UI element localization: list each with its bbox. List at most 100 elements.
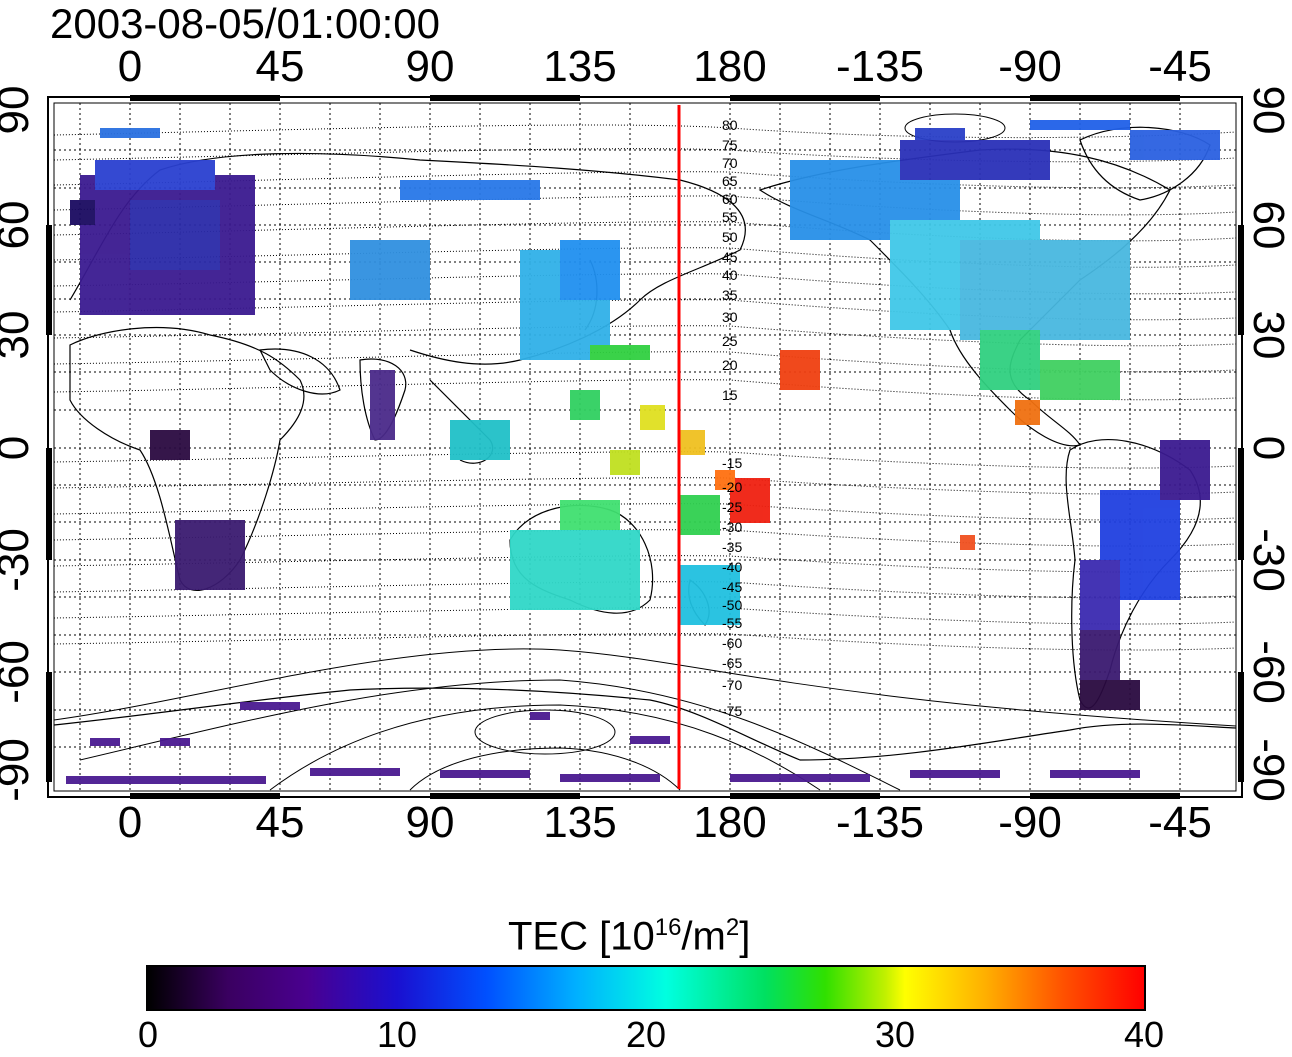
tec-patch	[150, 430, 190, 460]
tec-patch	[560, 500, 620, 530]
lon-tick: -45	[1148, 42, 1212, 91]
lon-tick: 0	[117, 798, 143, 847]
contour-label: -70	[722, 677, 742, 693]
tec-patch	[570, 390, 600, 420]
tec-patch	[980, 330, 1040, 390]
map-title: 2003-08-05/01:00:00	[50, 0, 440, 47]
bottom-longitude-axis: 0 45 90 135 180 -135 -90 -45	[0, 798, 1292, 848]
contour-label: -40	[722, 559, 742, 575]
tec-patch	[910, 770, 1000, 778]
lon-tick: 135	[543, 798, 617, 847]
tec-patch	[610, 450, 640, 475]
lon-tick: -45	[1148, 798, 1212, 847]
top-longitude-axis: 0 45 90 135 180 -135 -90 -45	[0, 42, 1292, 92]
tec-patch	[1160, 440, 1210, 500]
tec-patch	[960, 240, 1130, 340]
frame-bar	[1238, 225, 1244, 335]
contour-label: -20	[722, 479, 742, 495]
tec-patch	[530, 712, 550, 720]
tec-patch	[730, 774, 870, 782]
tec-patch	[1030, 120, 1130, 130]
lon-tick: -135	[835, 42, 925, 91]
frame-bar	[1030, 95, 1180, 101]
colorbar-tick: 30	[874, 1014, 916, 1055]
tec-patch	[100, 128, 160, 138]
colorbar-title: TEC [1016/m2]	[508, 914, 751, 959]
tec-patch	[400, 180, 540, 200]
lon-tick: 0	[117, 42, 143, 91]
contour-label: 20	[722, 357, 738, 373]
lon-tick: -135	[835, 798, 925, 847]
tec-patch	[90, 738, 120, 746]
tec-patch	[450, 420, 510, 460]
contour-label: 55	[722, 209, 738, 225]
tec-patch	[240, 702, 300, 710]
magnetic-contours	[53, 124, 1237, 651]
tec-patch	[900, 140, 1050, 180]
tec-patch-australia	[510, 530, 640, 610]
tec-patch	[1015, 400, 1040, 425]
frame-bar	[46, 225, 52, 335]
tec-patch	[130, 200, 220, 270]
frame-bar	[1238, 672, 1244, 782]
tec-patch-new-zealand	[680, 565, 740, 625]
tec-patch	[160, 738, 190, 746]
colorbar-tick: 0	[137, 1014, 159, 1055]
contour-labels: 80 75 70 65 60 55 50 45 40 35 30 25 20 1…	[722, 117, 742, 719]
frame-bar	[430, 793, 580, 799]
tec-patch	[680, 495, 720, 535]
tec-patch	[310, 768, 400, 776]
contour-label: -65	[722, 655, 742, 671]
contour-label: 15	[722, 387, 738, 403]
contour-label: 65	[722, 173, 738, 189]
lon-tick: 180	[693, 42, 767, 91]
frame-bar	[730, 95, 880, 101]
tec-patch	[1040, 360, 1120, 400]
contour-label: -30	[722, 519, 742, 535]
lon-tick: -90	[998, 42, 1062, 91]
contour-label: -35	[722, 539, 742, 555]
tec-patch	[680, 430, 705, 455]
colorbar	[146, 965, 1146, 1011]
tec-patch	[440, 770, 530, 778]
frame-bar	[1030, 793, 1180, 799]
contour-label: -75	[722, 703, 742, 719]
tec-patch	[630, 736, 670, 744]
lon-tick: 45	[255, 42, 305, 91]
contour-label: 35	[722, 287, 738, 303]
frame-bar	[730, 793, 880, 799]
contour-label: -55	[722, 615, 742, 631]
lon-tick: 90	[405, 42, 455, 91]
tec-patch	[370, 370, 395, 440]
contour-label: -45	[722, 579, 742, 595]
colorbar-tick: 20	[625, 1014, 667, 1055]
map-frame	[47, 96, 1243, 798]
frame-bar	[130, 95, 280, 101]
tec-patch-hotspot-south-pacific	[730, 478, 770, 523]
contour-label: 45	[722, 249, 738, 265]
contour-label: -50	[722, 597, 742, 613]
tec-patch	[1050, 770, 1140, 778]
lon-tick: -90	[998, 798, 1062, 847]
tec-patch	[1130, 130, 1220, 160]
map-inner-frame	[53, 102, 1237, 792]
frame-bar	[46, 672, 52, 782]
tec-patch	[1080, 680, 1140, 710]
lon-tick: 45	[255, 798, 305, 847]
tec-patch	[66, 776, 266, 784]
colorbar-tick: 40	[1123, 1014, 1165, 1055]
contour-label: 75	[722, 137, 738, 153]
contour-label: 50	[722, 229, 738, 245]
tec-patch	[1080, 630, 1120, 680]
tec-patch	[640, 405, 665, 430]
tec-map: 80 75 70 65 60 55 50 45 40 35 30 25 20 1…	[46, 95, 1244, 799]
contour-label: 80	[722, 117, 738, 133]
tec-patch	[590, 345, 650, 360]
tec-patch-hotspot-hawaii	[780, 350, 820, 390]
tec-patch	[715, 470, 735, 490]
tec-observations	[66, 120, 1220, 784]
contour-label: -60	[722, 635, 742, 651]
contour-label: 40	[722, 267, 738, 283]
tec-patch	[960, 535, 975, 550]
tec-patch	[560, 774, 660, 782]
